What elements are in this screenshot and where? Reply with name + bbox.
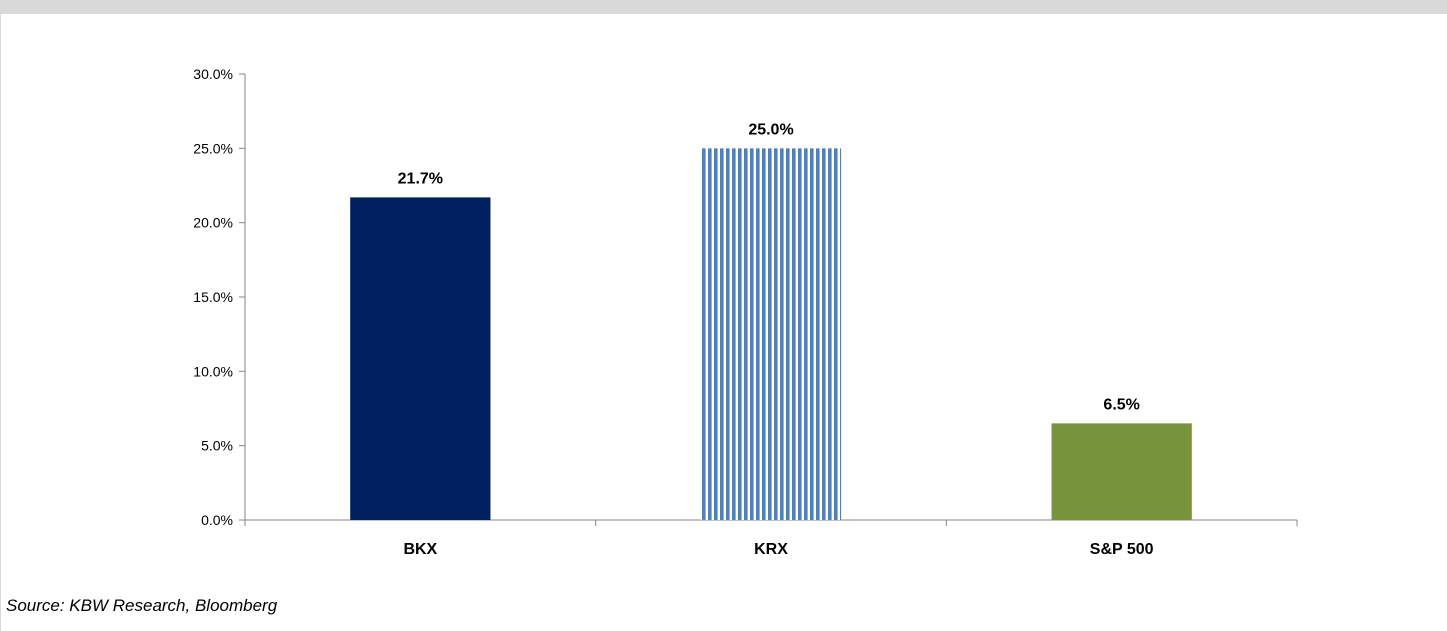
data-labels: 21.7% 25.0% 6.5% — [398, 121, 1140, 413]
y-tick-label: 30.0% — [193, 66, 233, 82]
y-tick-label: 5.0% — [201, 438, 233, 454]
y-tick-label: 10.0% — [193, 363, 233, 379]
x-tick-label: BKX — [403, 541, 437, 558]
bars — [350, 148, 1192, 521]
y-axis: 0.0% 5.0% 10.0% 15.0% 20.0% 25.0% 30.0% — [193, 66, 246, 528]
data-label: 21.7% — [398, 170, 443, 187]
x-tick-label: KRX — [754, 541, 788, 558]
y-tick-label: 0.0% — [201, 512, 233, 528]
y-tick-label: 20.0% — [193, 215, 233, 231]
bar-bkx — [350, 197, 491, 521]
source-note: Source: KBW Research, Bloomberg — [6, 596, 278, 615]
data-label: 6.5% — [1103, 396, 1139, 413]
y-tick-label: 15.0% — [193, 289, 233, 305]
data-label: 25.0% — [748, 121, 793, 138]
y-tick-label: 25.0% — [193, 140, 233, 156]
bar-s-p-500 — [1051, 423, 1192, 520]
bar-krx — [700, 148, 842, 521]
x-axis: BKX KRX S&P 500 — [244, 519, 1298, 558]
x-tick-label: S&P 500 — [1090, 541, 1154, 558]
